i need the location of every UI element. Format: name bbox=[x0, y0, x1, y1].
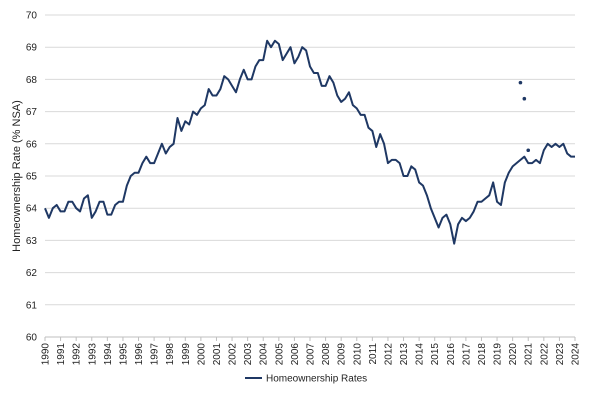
scatter-point bbox=[526, 148, 531, 153]
x-tick-label: 2005 bbox=[274, 343, 285, 366]
x-tick-label: 1990 bbox=[41, 343, 52, 366]
x-tick-label: 2024 bbox=[571, 343, 582, 366]
x-tick-label: 2001 bbox=[212, 343, 223, 366]
x-tick-label: 1999 bbox=[181, 343, 192, 366]
y-tick-label: 69 bbox=[26, 43, 38, 54]
scatter-point bbox=[518, 80, 523, 85]
x-tick-label: 2015 bbox=[430, 343, 441, 366]
x-tick-label: 1994 bbox=[103, 343, 114, 366]
y-tick-label: 62 bbox=[26, 268, 38, 279]
x-tick-label: 2004 bbox=[259, 343, 270, 366]
x-tick-label: 1993 bbox=[87, 343, 98, 366]
x-tick-label: 2009 bbox=[337, 343, 348, 366]
x-tick-label: 2018 bbox=[477, 343, 488, 366]
x-tick-label: 2007 bbox=[306, 343, 317, 366]
x-tick-label: 1995 bbox=[118, 343, 129, 366]
series-layer bbox=[44, 39, 575, 245]
x-tick-label: 2012 bbox=[383, 343, 394, 366]
x-tick-label: 2011 bbox=[368, 343, 379, 365]
x-tick-label: 2000 bbox=[196, 343, 207, 366]
x-tick-label: 1991 bbox=[56, 343, 67, 366]
legend: Homeownership Rates bbox=[245, 374, 367, 385]
x-tick-label: 2006 bbox=[290, 343, 301, 366]
x-tick-label: 2020 bbox=[508, 343, 519, 366]
y-tick-label: 63 bbox=[26, 236, 38, 247]
x-tick-label: 2003 bbox=[243, 343, 254, 366]
y-tick-label: 68 bbox=[26, 75, 38, 86]
y-tick-label: 65 bbox=[26, 172, 38, 183]
y-tick-label: 60 bbox=[26, 333, 38, 344]
x-tick-label: 2021 bbox=[524, 343, 535, 366]
x-tick-label: 2022 bbox=[539, 343, 550, 366]
y-tick-label: 66 bbox=[26, 139, 38, 150]
x-tick-label: 2013 bbox=[399, 343, 410, 366]
legend-label: Homeownership Rates bbox=[266, 374, 367, 385]
y-tick-label: 61 bbox=[26, 300, 38, 311]
x-tick-label: 2008 bbox=[321, 343, 332, 366]
x-axis-ticks: 1990 1991 1992 1993 1994 1995 1996 1997 1998 1999… bbox=[41, 337, 582, 365]
x-tick-label: 1998 bbox=[165, 343, 176, 366]
x-tick-label: 2002 bbox=[228, 343, 239, 366]
y-tick-label: 64 bbox=[26, 204, 38, 215]
x-tick-label: 1992 bbox=[72, 343, 83, 366]
x-tick-label: 1997 bbox=[150, 343, 161, 366]
x-tick-label: 2010 bbox=[352, 343, 363, 366]
y-axis-title: Homeownership Rate (% NSA) bbox=[11, 100, 23, 252]
gridlines bbox=[45, 14, 575, 306]
x-tick-label: 2016 bbox=[446, 343, 457, 366]
series-line-homeownership-rates bbox=[44, 39, 575, 245]
scatter-point bbox=[522, 96, 527, 101]
x-tick-label: 2014 bbox=[415, 343, 426, 366]
y-tick-label: 70 bbox=[26, 11, 38, 22]
y-axis-ticks: 60 61 62 63 64 65 66 67 68 69 70 bbox=[26, 11, 38, 344]
x-tick-label: 2023 bbox=[555, 343, 566, 366]
x-tick-label: 2017 bbox=[461, 343, 472, 366]
y-tick-label: 67 bbox=[26, 107, 38, 118]
x-tick-label: 1996 bbox=[134, 343, 145, 366]
x-tick-label: 2019 bbox=[493, 343, 504, 366]
